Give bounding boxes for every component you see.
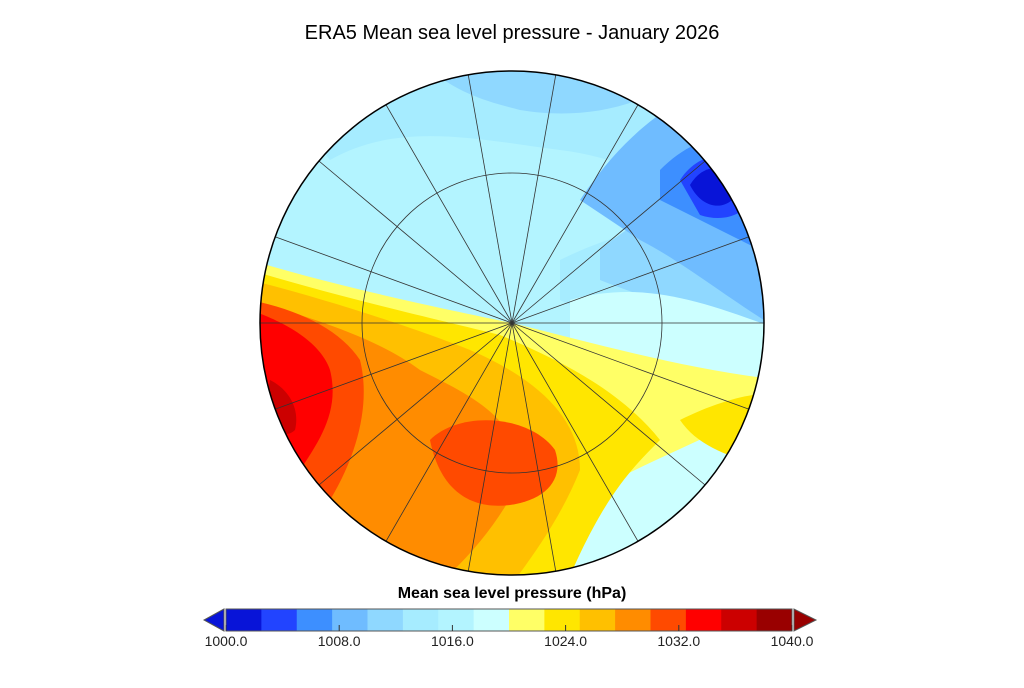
- map-title: ERA5 Mean sea level pressure - January 2…: [304, 22, 720, 44]
- pressure-field: [260, 71, 764, 575]
- meridian-line: [511, 322, 643, 549]
- colorbar: [202, 608, 818, 632]
- map-boundary: [259, 70, 765, 576]
- meridian-line: [511, 322, 712, 491]
- colorbar-bin: [544, 609, 581, 631]
- meridian-line: [511, 97, 643, 324]
- meridian-line: [312, 155, 513, 324]
- contour-1030: [430, 420, 558, 506]
- colorbar-tick-label: 1032.0: [657, 633, 701, 649]
- colorbar-bin: [402, 609, 439, 631]
- colorbar-tick-label: 1040.0: [770, 633, 814, 649]
- colorbar-tick-label: 1024.0: [544, 633, 588, 649]
- meridian-line: [312, 322, 513, 491]
- colorbar-bin: [509, 609, 545, 631]
- meridian-line: [381, 322, 513, 549]
- meridian-line: [511, 322, 558, 575]
- colorbar-bin: [579, 609, 616, 631]
- colorbar-bin: [438, 609, 475, 631]
- colorbar-bin: [332, 609, 368, 631]
- graticule: [260, 71, 764, 575]
- meridian-line: [511, 155, 712, 324]
- meridian-line: [466, 322, 513, 575]
- colorbar-tick-label: 1000.0: [204, 633, 248, 649]
- colorbar-tick-label: 1008.0: [317, 633, 361, 649]
- colorbar-frame: [225, 608, 793, 632]
- colorbar-under-arrow: [202, 608, 225, 632]
- colorbar-bin: [367, 609, 404, 631]
- colorbar-bin: [756, 609, 793, 631]
- polar-map: [259, 70, 765, 576]
- meridian-line: [511, 322, 757, 413]
- colorbar-bin: [615, 609, 651, 631]
- colorbar-over-arrow: [793, 608, 818, 632]
- colorbar-label: Mean sea level pressure (hPa): [397, 585, 627, 602]
- colorbar-bin: [226, 609, 262, 631]
- colorbar-bin: [473, 609, 510, 631]
- colorbar-bin: [650, 609, 687, 631]
- colorbar-bin: [685, 609, 722, 631]
- meridian-line: [267, 322, 513, 413]
- meridian-line: [511, 71, 558, 324]
- colorbar-bin: [721, 609, 758, 631]
- colorbar-tick-label: 1016.0: [430, 633, 474, 649]
- meridian-line: [466, 71, 513, 324]
- meridian-line: [511, 233, 757, 324]
- meridian-line: [267, 233, 513, 324]
- meridian-line: [381, 97, 513, 324]
- colorbar-bin: [261, 609, 298, 631]
- colorbar-bin: [296, 609, 333, 631]
